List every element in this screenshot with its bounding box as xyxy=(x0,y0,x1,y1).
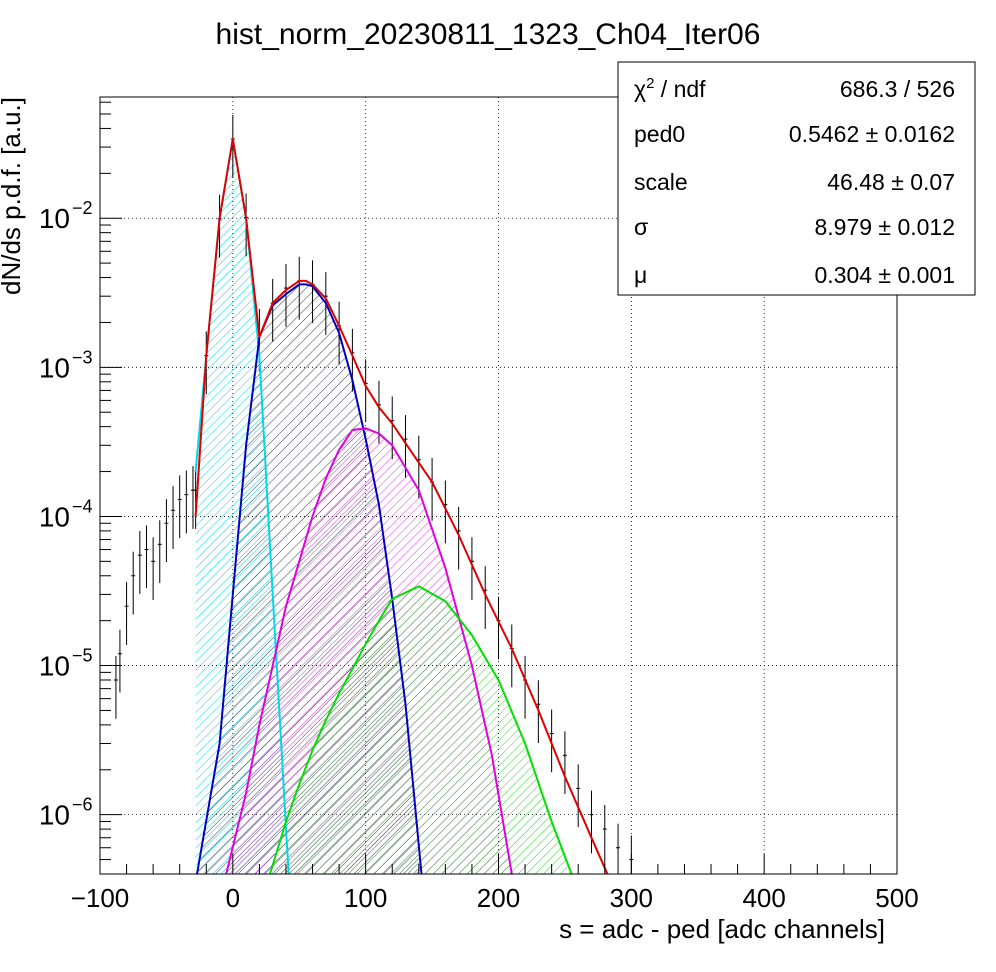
y-tick-label-4: 10 −6 xyxy=(39,795,93,831)
data-point-31 xyxy=(430,458,435,521)
data-point-36 xyxy=(496,596,501,660)
y-axis: 10−210−310−410−510−6 xyxy=(39,101,122,875)
data-point-38 xyxy=(523,655,528,719)
data-point-7 xyxy=(157,520,162,584)
stats-box: χ2 / ndf 686.3 / 526 ped0 0.5462 ± 0.0162 sc… xyxy=(617,61,976,296)
svg-text:10: 10 xyxy=(39,501,70,532)
data-point-2 xyxy=(124,582,129,645)
data-point-43 xyxy=(589,790,594,854)
svg-text:−5: −5 xyxy=(72,646,93,666)
data-point-8 xyxy=(164,499,169,562)
svg-text:10: 10 xyxy=(39,800,70,831)
x-tick-label-3: 200 xyxy=(477,883,520,913)
stats-value: 686.3 / 526 xyxy=(840,76,955,102)
data-point-4 xyxy=(137,531,142,594)
svg-text:10: 10 xyxy=(39,651,70,682)
x-axis: −100 0 100 200 300 400 500 xyxy=(71,854,919,913)
svg-text:−6: −6 xyxy=(72,795,93,815)
x-tick-label-1: 0 xyxy=(226,883,240,913)
component-fill-3 xyxy=(270,586,572,874)
stats-label: scale xyxy=(634,169,688,195)
stats-row-3: σ 8.979 ± 0.012 xyxy=(634,214,955,240)
x-tick-label-5: 400 xyxy=(742,883,785,913)
x-axis-label: s = adc - ped [adc channels] xyxy=(559,914,885,944)
data-point-1 xyxy=(117,629,122,693)
stats-label: μ xyxy=(634,262,647,288)
stats-value: 8.979 ± 0.012 xyxy=(814,214,955,240)
svg-text:−4: −4 xyxy=(72,496,93,516)
component-curve-1 xyxy=(196,283,423,874)
data-point-3 xyxy=(131,551,136,615)
data-point-6 xyxy=(151,537,156,601)
svg-text:−3: −3 xyxy=(72,347,93,367)
x-tick-label-2: 100 xyxy=(344,883,387,913)
x-tick-label-0: −100 xyxy=(71,883,130,913)
svg-text:10: 10 xyxy=(39,352,70,383)
stats-row-0: χ2 / ndf 686.3 / 526 xyxy=(634,75,955,102)
data-point-10 xyxy=(177,475,182,539)
total-fit-curve xyxy=(194,138,609,874)
data-point-37 xyxy=(509,624,514,688)
data-point-41 xyxy=(562,731,567,795)
y-tick-label-3: 10 −5 xyxy=(39,646,93,682)
y-tick-label-1: 10 −3 xyxy=(39,347,93,383)
stats-label: σ xyxy=(634,214,648,240)
stats-box-frame xyxy=(617,61,976,296)
component-curve-2 xyxy=(225,427,513,874)
stats-row-2: scale 46.48 ± 0.07 xyxy=(634,169,955,195)
stats-value: 0.304 ± 0.001 xyxy=(814,262,955,288)
data-point-5 xyxy=(144,525,149,589)
stats-row-4: μ 0.304 ± 0.001 xyxy=(634,262,955,288)
data-point-9 xyxy=(171,486,176,549)
svg-text:10: 10 xyxy=(39,203,70,234)
stats-value: 0.5462 ± 0.0162 xyxy=(789,121,955,147)
y-tick-label-0: 10 −2 xyxy=(39,198,93,234)
stats-label: ped0 xyxy=(634,121,685,147)
svg-text:−2: −2 xyxy=(72,198,93,218)
x-tick-label-4: 300 xyxy=(610,883,653,913)
component-curve-3 xyxy=(269,585,573,874)
y-tick-label-2: 10 −4 xyxy=(39,496,93,532)
chart-title: hist_norm_20230811_1323_Ch04_Iter06 xyxy=(216,18,761,51)
data-point-12 xyxy=(190,466,195,529)
stats-value: 46.48 ± 0.07 xyxy=(827,169,955,195)
stats-row-1: ped0 0.5462 ± 0.0162 xyxy=(634,121,955,147)
data-point-0 xyxy=(113,655,118,719)
x-tick-label-6: 500 xyxy=(875,883,918,913)
y-axis-label: dN/ds p.d.f. [a.u.] xyxy=(0,97,26,295)
data-point-42 xyxy=(576,764,581,828)
stats-label: χ2 / ndf xyxy=(634,75,706,102)
data-point-26 xyxy=(363,359,368,423)
data-point-45 xyxy=(616,823,621,874)
data-point-11 xyxy=(184,470,189,534)
fit-curves xyxy=(194,138,609,874)
component-fills xyxy=(195,139,572,874)
data-point-44 xyxy=(602,805,607,868)
data-points xyxy=(113,114,634,874)
